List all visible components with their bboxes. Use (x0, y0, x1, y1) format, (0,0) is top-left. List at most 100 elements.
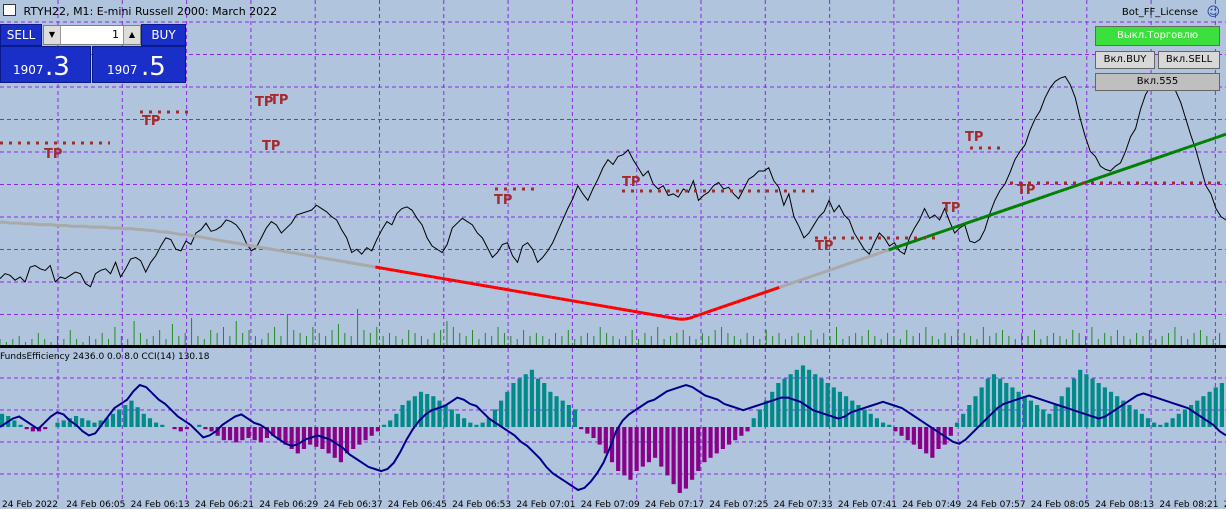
moving-average-segment (736, 299, 742, 304)
moving-average-segment (384, 267, 390, 271)
moving-average-segment (750, 294, 757, 299)
moving-average-segment (665, 315, 671, 320)
moving-average-segment (498, 286, 504, 291)
enable-555-button[interactable]: Вкл.555 (1095, 73, 1220, 91)
tp-marker: TP (622, 175, 640, 190)
histogram-bar (800, 365, 806, 427)
sell-price-box[interactable]: 1907 .3 (0, 46, 91, 83)
histogram-bar (579, 427, 584, 430)
moving-average-segment (698, 312, 704, 317)
moving-average-segment (726, 302, 733, 307)
moving-average-segment (470, 281, 476, 286)
histogram-bar (1164, 422, 1169, 427)
moving-average-segment (1063, 186, 1070, 192)
buy-price-box[interactable]: 1907 .5 (92, 46, 186, 83)
x-tick-label: 24 Feb 06:29 (259, 500, 318, 509)
histogram-bar (221, 427, 226, 441)
histogram-bar (351, 427, 356, 449)
histogram-bar (123, 405, 128, 427)
expert-hat-icon[interactable]: ☺ (1206, 5, 1220, 20)
histogram-bar (708, 427, 713, 458)
histogram-bar (1053, 405, 1058, 427)
histogram-bar (326, 427, 331, 454)
histogram-bar (665, 427, 670, 476)
histogram-bar (1041, 409, 1046, 427)
histogram-bar (702, 427, 707, 463)
moving-average-segment (394, 268, 400, 273)
moving-average-segment (755, 292, 761, 297)
moving-average-segment (33, 222, 39, 227)
x-tick-label: 24 Feb 08:05 (1031, 500, 1090, 509)
moving-average-segment (175, 232, 181, 236)
lot-decrease-icon[interactable]: ▼ (44, 26, 61, 44)
moving-average-segment (831, 266, 837, 271)
moving-average-segment (731, 300, 738, 306)
moving-average-segment (251, 244, 257, 249)
moving-average-segment (949, 225, 956, 231)
histogram-bar (277, 427, 282, 441)
histogram-bar (856, 405, 861, 427)
histogram-bar (1121, 400, 1126, 427)
histogram-bar (899, 427, 904, 436)
tp-marker: TP (815, 239, 833, 254)
moving-average-segment (508, 288, 514, 293)
lot-increase-icon[interactable]: ▲ (123, 26, 140, 44)
histogram-bar (1152, 422, 1157, 427)
moving-average-segment (360, 263, 367, 267)
moving-average-segment (1177, 147, 1184, 152)
sell-button[interactable]: SELL (0, 24, 42, 46)
tp-marker: TP (270, 93, 288, 108)
license-label: Bot_FF_License (1121, 7, 1198, 18)
histogram-bar (862, 409, 867, 427)
lot-value[interactable]: 1 (112, 28, 119, 41)
moving-average-segment (403, 270, 409, 275)
moving-average-segment (52, 223, 58, 227)
tp-marker: TP (965, 130, 983, 145)
histogram-bar (622, 427, 627, 476)
histogram-bar (628, 427, 633, 480)
moving-average-segment (588, 302, 595, 306)
enable-buy-button[interactable]: Вкл.BUY (1095, 51, 1155, 69)
buy-button[interactable]: BUY (141, 24, 186, 46)
moving-average-segment (883, 248, 890, 253)
moving-average-segment (888, 246, 894, 252)
timeframe-label: M1 (73, 5, 90, 18)
moving-average-segment (341, 259, 348, 264)
histogram-bar (295, 427, 300, 454)
histogram-bar (381, 424, 387, 427)
histogram-bar (616, 427, 621, 471)
tp-marker: TP (942, 201, 960, 216)
window-title: RTYH22, M1: E-mini Russell 2000: March 2… (0, 4, 277, 18)
moving-average-segment (764, 289, 771, 294)
histogram-bar (819, 378, 824, 427)
histogram-bar (696, 427, 701, 471)
moving-average-segment (612, 306, 619, 311)
moving-average-segment (1006, 206, 1013, 211)
moving-average-segment (142, 228, 148, 232)
moving-average-segment (574, 299, 580, 304)
histogram-bar (154, 422, 159, 427)
stop-trading-button[interactable]: Выкл.Торговлю (1095, 26, 1220, 46)
enable-sell-button[interactable]: Вкл.SELL (1158, 51, 1220, 69)
moving-average-segment (816, 271, 823, 276)
moving-average-segment (484, 284, 490, 289)
moving-average-segment (864, 255, 871, 260)
moving-average-segment (712, 307, 719, 312)
histogram-bar (345, 427, 350, 454)
histogram-bar (671, 427, 676, 485)
moving-average-segment (641, 311, 647, 315)
histogram-bar (905, 427, 910, 441)
histogram-bar (831, 387, 836, 427)
histogram-bar (147, 418, 153, 427)
histogram-bar (868, 413, 873, 427)
moving-average-segment (199, 235, 205, 240)
lot-stepper[interactable]: ▼ 1 ▲ (43, 25, 141, 45)
tp-marker: TP (255, 95, 273, 110)
moving-average-segment (826, 268, 833, 273)
moving-average-segment (892, 245, 899, 250)
histogram-bar (745, 427, 750, 432)
histogram-bar (794, 369, 799, 427)
moving-average-segment (1111, 170, 1118, 175)
histogram-bar (98, 420, 103, 427)
